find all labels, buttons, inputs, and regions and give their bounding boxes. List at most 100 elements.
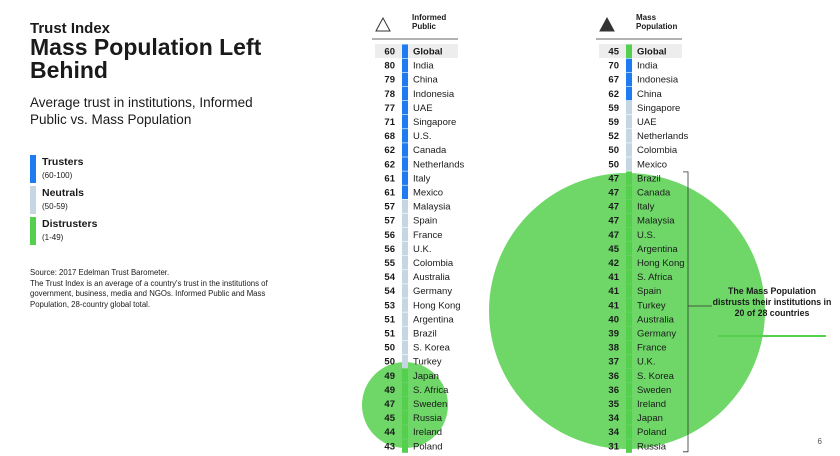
- mass-population-bar-s-korea: [626, 368, 632, 383]
- mass-population-bar-ireland: [626, 397, 632, 411]
- mass-population-value-argentina: 45: [608, 244, 619, 255]
- legend-label-neutrals: Neutrals: [42, 187, 85, 199]
- mass-population-bar-italy: [626, 199, 632, 214]
- mass-population-bar-colombia: [626, 143, 632, 157]
- informed-public-label-sweden: Sweden: [413, 399, 447, 410]
- legend-label-distrusters: Distrusters: [42, 218, 98, 230]
- mass-population-value-u-s: 47: [608, 230, 619, 241]
- mass-population-value-australia: 40: [608, 314, 619, 325]
- mass-population-value-colombia: 50: [608, 145, 619, 156]
- legend-range-trusters: (60-100): [42, 171, 73, 180]
- mass-population-label-malaysia: Malaysia: [637, 216, 675, 227]
- page-title: Mass Population Left Behind: [30, 34, 262, 83]
- mass-population-value-india: 70: [608, 61, 619, 72]
- mass-population-bar-russia: [626, 439, 632, 453]
- mass-population-value-turkey: 41: [608, 300, 619, 311]
- informed-public-bar-poland: [402, 439, 408, 453]
- informed-public-value-malaysia: 57: [384, 202, 395, 213]
- informed-public-bar-uae: [402, 100, 408, 115]
- mass-population-value-poland: 34: [608, 427, 619, 438]
- mass-population-bar-s-africa: [626, 270, 632, 284]
- informed-public-label-spain: Spain: [413, 216, 437, 227]
- informed-public-label-china: China: [413, 75, 439, 86]
- mass-population-value-spain: 41: [608, 286, 619, 297]
- informed-public-label-u-k: U.K.: [413, 244, 431, 255]
- legend-distrusters: Distrusters (1-49): [30, 216, 230, 248]
- mass-population-value-canada: 47: [608, 188, 619, 199]
- mass-population-label-singapore: Singapore: [637, 103, 680, 114]
- informed-public-value-spain: 57: [384, 216, 395, 227]
- mass-population-bar-netherlands: [626, 129, 632, 143]
- informed-public-value-u-s: 68: [384, 131, 395, 142]
- informed-public-value-s-africa: 49: [384, 385, 395, 396]
- informed-public-label-ireland: Ireland: [413, 427, 442, 438]
- page-number: 6: [817, 437, 822, 446]
- mass-population-label-netherlands: Netherlands: [637, 131, 688, 142]
- mass-population-bar-poland: [626, 425, 632, 439]
- informed-public-value-mexico: 61: [384, 188, 395, 199]
- informed-public-value-russia: 45: [384, 413, 395, 424]
- mass-population-bar-malaysia: [626, 213, 632, 228]
- mass-population-label-turkey: Turkey: [637, 300, 666, 311]
- informed-public-value-japan: 49: [384, 371, 395, 382]
- informed-public-bar-sweden: [402, 397, 408, 411]
- informed-public-bar-japan: [402, 368, 408, 383]
- informed-public-triangle-icon: [375, 16, 391, 32]
- mass-population-value-global: 45: [608, 47, 619, 58]
- informed-public-bar-china: [402, 72, 408, 87]
- informed-public-bar-germany: [402, 284, 408, 298]
- mass-population-bar-hong-kong: [626, 256, 632, 270]
- informed-public-value-colombia: 55: [384, 258, 395, 269]
- legend-neutrals: Neutrals (50-59): [30, 185, 230, 217]
- informed-public-bar-s-africa: [402, 382, 408, 397]
- informed-public-label-u-s: U.S.: [413, 131, 431, 142]
- informed-public-bar-india: [402, 58, 408, 73]
- mass-population-label-brazil: Brazil: [637, 173, 661, 184]
- informed-public-value-sweden: 47: [384, 399, 395, 410]
- informed-public-value-uae: 77: [384, 103, 395, 114]
- informed-public-bar-u-s: [402, 129, 408, 143]
- mass-population-value-indonesia: 67: [608, 75, 619, 86]
- legend-range-neutrals: (50-59): [42, 202, 68, 211]
- informed-public-label-france: France: [413, 230, 443, 241]
- distruster-bracket: [683, 171, 689, 453]
- mass-population-label-u-k: U.K.: [637, 357, 655, 368]
- informed-public-value-s-korea: 50: [384, 343, 395, 354]
- page-subtitle: Average trust in institutions, Informed …: [30, 95, 253, 127]
- informed-public-bar-argentina: [402, 312, 408, 326]
- legend-swatch-trusters: [30, 155, 36, 183]
- informed-public-bar-ireland: [402, 425, 408, 439]
- mass-population-label-ireland: Ireland: [637, 399, 666, 410]
- mass-population-bar-argentina: [626, 241, 632, 256]
- informed-public-label-singapore: Singapore: [413, 117, 456, 128]
- mass-population-value-singapore: 59: [608, 103, 619, 114]
- informed-public-bar-australia: [402, 270, 408, 284]
- mass-population-value-germany: 39: [608, 329, 619, 340]
- mass-population-label-italy: Italy: [637, 202, 655, 213]
- informed-public-bar-s-korea: [402, 340, 408, 355]
- informed-public-value-australia: 54: [384, 272, 395, 283]
- informed-public-label-russia: Russia: [413, 413, 443, 424]
- legend-swatch-neutrals: [30, 186, 36, 214]
- informed-public-label-japan: Japan: [413, 371, 439, 382]
- informed-public-label-turkey: Turkey: [413, 357, 442, 368]
- informed-public-label-netherlands: Netherlands: [413, 159, 464, 170]
- legend-trusters: Trusters (60-100): [30, 154, 230, 186]
- mass-population-value-hong-kong: 42: [608, 258, 619, 269]
- mass-population-bar-germany: [626, 326, 632, 340]
- informed-public-bar-hong-kong: [402, 298, 408, 312]
- informed-public-value-france: 56: [384, 230, 395, 241]
- informed-public-label-italy: Italy: [413, 173, 431, 184]
- informed-public-bar-colombia: [402, 256, 408, 270]
- source-note: Source: 2017 Edelman Trust Barometer. Th…: [30, 268, 268, 309]
- informed-public-label-argentina: Argentina: [413, 314, 454, 325]
- informed-public-value-global: 60: [384, 47, 395, 58]
- mass-population-label-germany: Germany: [637, 329, 676, 340]
- mass-population-value-s-korea: 36: [608, 371, 619, 382]
- mass-population-value-uae: 59: [608, 117, 619, 128]
- informed-public-bar-singapore: [402, 115, 408, 129]
- mass-population-bar-canada: [626, 185, 632, 199]
- mass-population-value-s-africa: 41: [608, 272, 619, 283]
- mass-population-triangle-icon: [599, 16, 615, 32]
- informed-public-bar-spain: [402, 213, 408, 228]
